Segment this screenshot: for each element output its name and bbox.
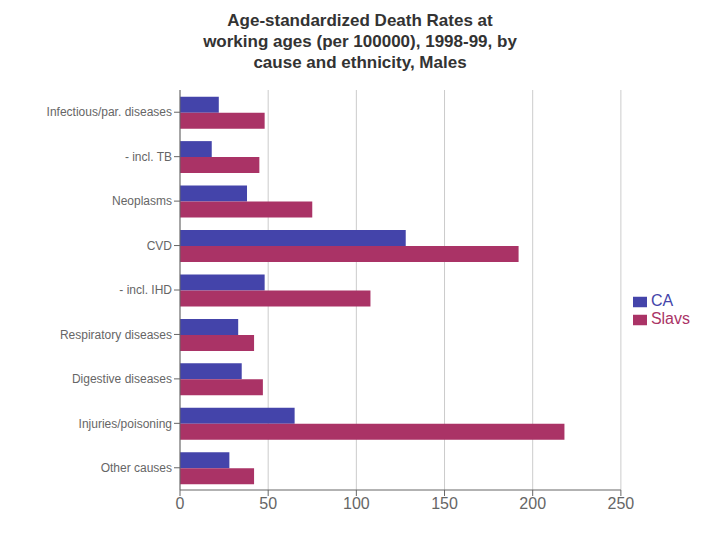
html-text:working ages (per 100000), 199: working ages (per 100000), 1998-99, by <box>203 32 517 51</box>
svg-text:150: 150 <box>431 495 458 512</box>
svg-text:100: 100 <box>343 495 370 512</box>
html-text:Age-standardized Death Rates a: Age-standardized Death Rates at <box>227 11 493 30</box>
svg-text:- incl. TB: - incl. TB <box>125 150 172 164</box>
svg-text:Digestive diseases: Digestive diseases <box>72 372 172 386</box>
svg-text:Neoplasms: Neoplasms <box>112 194 172 208</box>
svg-text:250: 250 <box>608 495 635 512</box>
html-text:CA: CA <box>650 292 674 309</box>
html-text:Slavs: Slavs <box>650 310 690 327</box>
svg-text:200: 200 <box>519 495 546 512</box>
svg-text:Other causes: Other causes <box>101 461 172 475</box>
svg-text:Infectious/par. diseases: Infectious/par. diseases <box>47 105 172 119</box>
svg-text:0: 0 <box>176 495 185 512</box>
svg-text:CVD: CVD <box>147 239 173 253</box>
svg-text:50: 50 <box>259 495 277 512</box>
svg-text:Respiratory diseases: Respiratory diseases <box>60 328 172 342</box>
svg-text:Injuries/poisoning: Injuries/poisoning <box>79 417 172 431</box>
html-text:cause and ethnicity, Males: cause and ethnicity, Males <box>253 53 467 72</box>
svg-text:- incl. IHD: - incl. IHD <box>119 283 172 297</box>
